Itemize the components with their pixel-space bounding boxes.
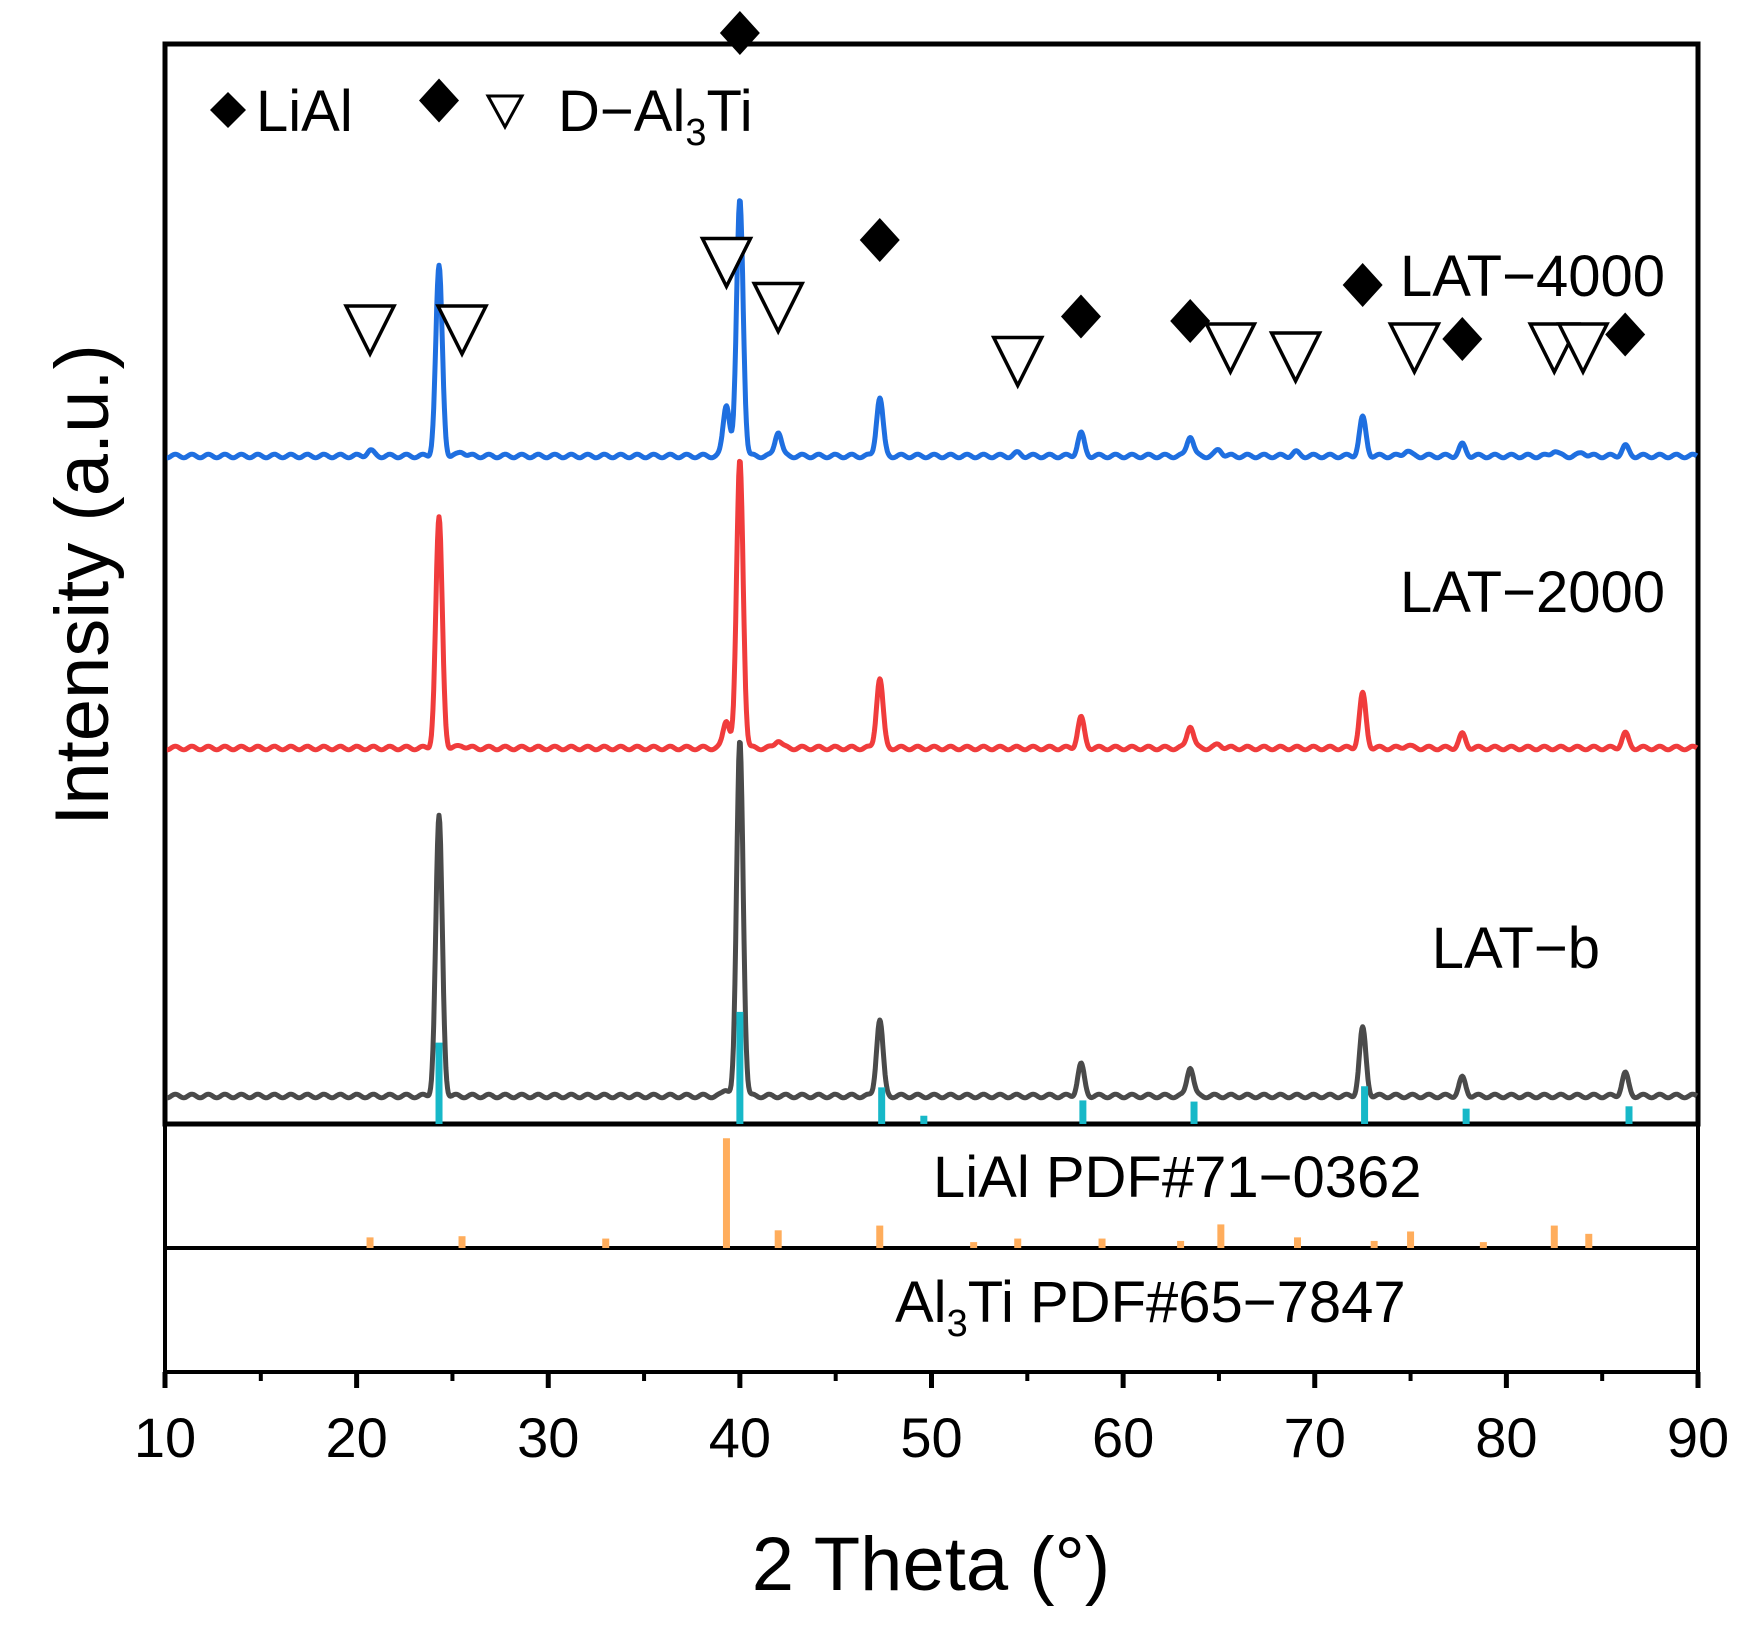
lial-marker-8 [1605, 312, 1646, 357]
lial-marker-3 [859, 218, 900, 262]
lial-marker-4 [1060, 294, 1101, 339]
phase-marker-layer [343, 11, 1646, 390]
al3ti-marker-14 [1203, 322, 1258, 376]
x-tick-label-90: 90 [1667, 1406, 1729, 1469]
lial-marker-7 [1442, 317, 1483, 361]
series-trace-2 [165, 458, 1699, 753]
ref-al3ti-tail: Ti PDF#65−7847 [968, 1270, 1406, 1335]
ref-label-al3ti: Al3Ti PDF#65−7847 [895, 1270, 1406, 1345]
x-axis-ticks: 10 20 30 40 50 60 70 80 90 [134, 1372, 1729, 1469]
legend-al3ti-tail: Ti [706, 79, 752, 144]
al3ti-marker-16 [1387, 322, 1442, 376]
series-trace-1 [165, 198, 1699, 461]
x-axis-title: 2 Theta (°) [752, 1522, 1110, 1607]
lial-marker-5 [1170, 299, 1211, 343]
legend-label-lial: LiAl [256, 79, 353, 144]
legend-al3ti-prefix: D−Al [558, 79, 685, 144]
legend-diamond-icon [210, 92, 246, 128]
x-tick-label-60: 60 [1092, 1406, 1154, 1469]
al3ti-marker-12 [751, 281, 806, 336]
series-layer [165, 198, 1699, 1101]
legend: LiAl D−Al3Ti [210, 79, 753, 154]
series-label-lat-2000: LAT−2000 [1400, 560, 1665, 625]
series-label-lat-b: LAT−b [1432, 916, 1600, 981]
al3ti-marker-10 [435, 304, 489, 358]
lial-marker-1 [419, 78, 460, 123]
al3ti-marker-13 [990, 335, 1045, 390]
series-label-lat-4000: LAT−4000 [1400, 244, 1665, 309]
legend-triangle-icon [485, 94, 525, 131]
reference-lines-layer [366, 1011, 1633, 1248]
al3ti-marker-18 [1556, 322, 1610, 376]
al3ti-marker-11 [699, 236, 754, 291]
lial-marker-2 [719, 11, 760, 55]
al3ti-marker-9 [343, 304, 397, 358]
x-tick-label-70: 70 [1284, 1406, 1346, 1469]
series-trace-3 [165, 739, 1699, 1101]
x-tick-label-80: 80 [1475, 1406, 1537, 1469]
ref-al3ti-sub: 3 [947, 1303, 968, 1345]
legend-label-al3ti: D−Al3Ti [558, 79, 753, 154]
lial-marker-6 [1342, 263, 1383, 307]
x-tick-label-50: 50 [900, 1406, 962, 1469]
x-tick-label-10: 10 [134, 1406, 196, 1469]
ref-al3ti-prefix: Al [895, 1270, 947, 1335]
legend-al3ti-sub: 3 [685, 112, 706, 154]
y-axis-title: Intensity (a.u.) [40, 344, 125, 826]
al3ti-marker-15 [1268, 331, 1323, 385]
ref-label-lial: LiAl PDF#71−0362 [933, 1145, 1422, 1210]
x-tick-label-40: 40 [709, 1406, 771, 1469]
ref-panel-lial-frame [163, 1122, 1700, 1250]
x-tick-label-20: 20 [325, 1406, 387, 1469]
x-tick-label-30: 30 [517, 1406, 579, 1469]
